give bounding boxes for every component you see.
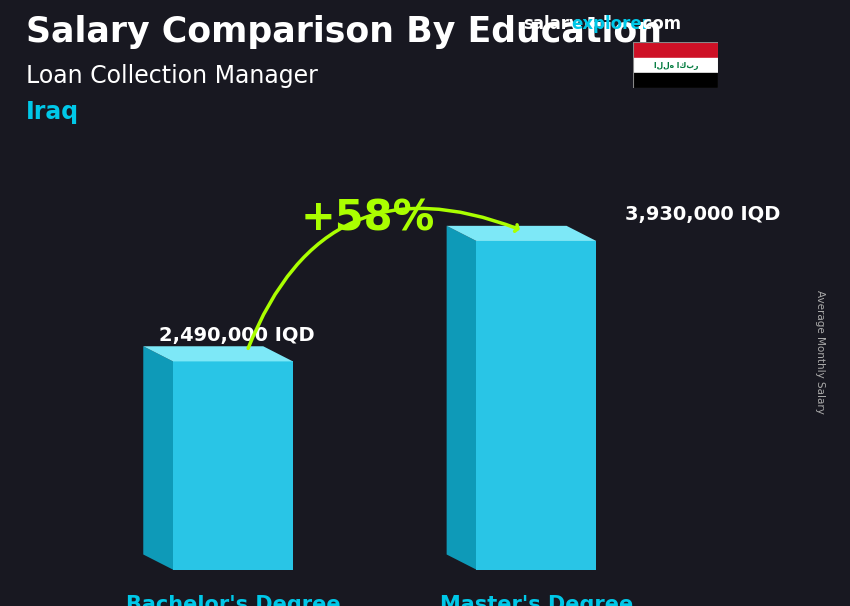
Bar <box>633 42 718 58</box>
Bar <box>633 73 718 88</box>
Text: Loan Collection Manager: Loan Collection Manager <box>26 64 317 88</box>
Text: Salary Comparison By Education: Salary Comparison By Education <box>26 15 661 49</box>
Polygon shape <box>446 226 597 241</box>
Polygon shape <box>173 361 293 570</box>
Bar <box>633 58 718 73</box>
Text: Average Monthly Salary: Average Monthly Salary <box>815 290 825 413</box>
Text: 2,490,000 IQD: 2,490,000 IQD <box>159 325 314 345</box>
Text: Master's Degree: Master's Degree <box>439 594 633 606</box>
Text: Bachelor's Degree: Bachelor's Degree <box>126 594 340 606</box>
Text: Iraq: Iraq <box>26 100 78 124</box>
Text: +58%: +58% <box>301 197 435 239</box>
Text: الله اكبر: الله اكبر <box>654 61 698 70</box>
Text: explorer: explorer <box>571 15 650 33</box>
Text: 3,930,000 IQD: 3,930,000 IQD <box>625 205 780 224</box>
Polygon shape <box>144 346 173 570</box>
Polygon shape <box>446 226 476 570</box>
Polygon shape <box>144 346 293 361</box>
Text: .com: .com <box>636 15 681 33</box>
Text: salary: salary <box>523 15 580 33</box>
Polygon shape <box>476 241 597 570</box>
